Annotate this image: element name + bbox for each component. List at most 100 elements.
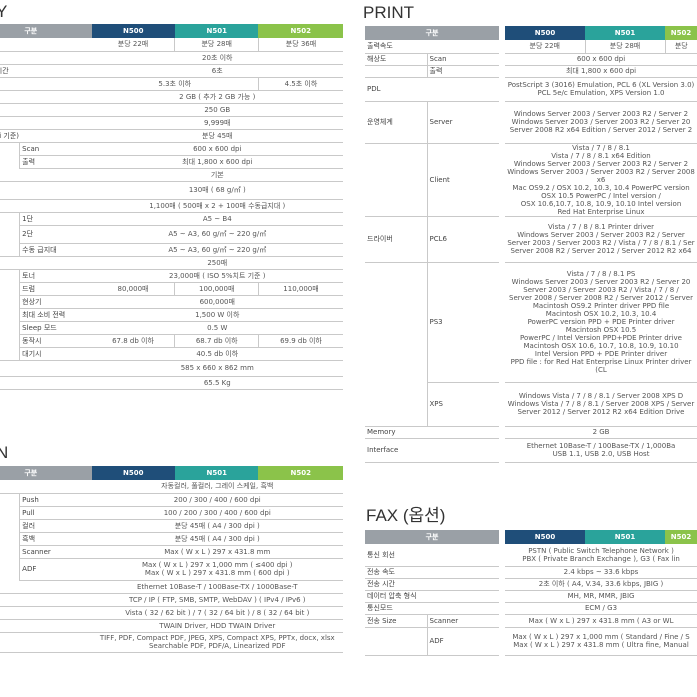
table-row: Push 200 / 300 / 400 / 600 dpi (0, 493, 343, 507)
spec-value: MH, MR, MMR, JBIG (505, 590, 697, 603)
spec-value: Vista / 7 / 8 / 8.1 PS Windows Server 20… (505, 262, 697, 383)
spec-value: ECM / G3 (505, 602, 697, 615)
row-label (365, 65, 427, 78)
header-n500: N500 (505, 26, 586, 40)
row-sublabel (19, 606, 92, 620)
table-row: x D x H) 585 x 660 x 862 mm (0, 360, 343, 377)
spec-value-n501: 68.7 db 이하 (174, 334, 259, 348)
table-row: 운영체계 Server Windows Server 2003 / Server 2… (365, 101, 697, 144)
spec-value: TCP / IP ( FTP, SMB, SMTP, WebDAV ) ( IP… (91, 593, 343, 607)
spec-value: 자동컬러, 풀컬러, 그레이 스케일, 흑백 (91, 480, 343, 494)
table-row: PDL PostScript 3 (3016) Emulation, PCL 6 … (365, 77, 697, 102)
row-sublabel (19, 619, 92, 633)
spec-value: 분당 45매 ( A4 / 300 dpi ) (91, 532, 343, 546)
header-gubun: 구분 (0, 466, 92, 480)
table-row: Pull 100 / 200 / 300 / 400 / 600 dpi (0, 506, 343, 520)
table-row: 동작시 67.8 db 이하 68.7 db 이하 69.9 db 이하 (0, 334, 343, 348)
header-gubun: 구분 (365, 26, 500, 40)
row-sublabel: 드럼 (19, 282, 92, 296)
table-row: 것 TIFF, PDF, Compact PDF, JPEG, XPS, Comp… (0, 632, 343, 653)
spec-value: 23,000매 ( ISO 5%치트 기준 ) (91, 269, 343, 283)
row-sublabel: 수동 급지대 (19, 243, 92, 257)
spec-value: A5 ~ A3, 60 g/㎡ ~ 220 g/㎡ (91, 225, 343, 244)
row-label (0, 38, 20, 52)
row-sublabel: 동작시 (19, 334, 92, 348)
row-label: 통신모드 (365, 602, 427, 615)
row-sublabel (19, 181, 92, 200)
table-row: 해상도 Scan 600 x 600 dpi (365, 53, 697, 66)
row-label (0, 493, 20, 506)
row-label: 전송 속도 (365, 566, 427, 579)
spec-value: 분당 45매 ( A4 / 300 dpi ) (91, 519, 343, 533)
table-row: Client Vista / 7 / 8 / 8.1 Vista / 7 / 8 … (365, 143, 697, 217)
row-sublabel (19, 90, 92, 104)
table-row: 전송 Size Scanner Max ( W x L ) 297 x 431.8 … (365, 614, 697, 628)
row-label: Memory (365, 426, 427, 439)
table-row: 1,100매 ( 500매 x 2 + 100매 수동급지대 ) (0, 199, 343, 213)
spec-value-n502: 분당 (664, 40, 697, 54)
scan-spec-table: 구분 N500 N501 N502 e 자동컬러, 풀컬러, 그레이 스케일, 흑… (0, 466, 343, 653)
row-label: 통신 회선 (365, 544, 427, 567)
spec-value: 65.5 Kg (91, 376, 343, 390)
row-label (0, 225, 20, 243)
header-n500: N500 (91, 24, 175, 38)
spec-value: 2.4 kbps ~ 33.6 kbps (505, 566, 697, 579)
row-sublabel (427, 77, 500, 102)
header-n500: N500 (91, 466, 175, 480)
row-sublabel (19, 632, 92, 653)
table-row: PS3 Vista / 7 / 8 / 8.1 PS Windows Server… (365, 262, 697, 383)
table-row: 250 GB (0, 103, 343, 117)
row-sublabel (19, 593, 92, 607)
row-sublabel: 최대 소비 전력 (19, 308, 92, 322)
table-row: 출력 최대 1,800 x 600 dpi (0, 155, 343, 169)
table-row: Memory 2 GB (365, 426, 697, 439)
row-sublabel (19, 103, 92, 117)
row-label: 전송 Size (365, 614, 427, 628)
row-sublabel (19, 116, 92, 130)
row-label: 출력속도 (365, 40, 427, 54)
print-spec-body: 출력속도 분당 22매 분당 28매 분당 해상도 Scan 600 x 600 dpi 출력… (365, 40, 697, 463)
spec-value: Max ( W x L ) 297 x 431.8 mm ( A3 or WL (505, 614, 697, 628)
section-title-left-bottom: N (0, 443, 9, 462)
spec-value: A5 ~ A3, 60 g/㎡ ~ 220 g/㎡ (91, 243, 343, 257)
spec-value: TIFF, PDF, Compact PDF, JPEG, XPS, Compa… (91, 632, 343, 653)
spec-value: Windows Vista / 7 / 8 / 8.1 / Server 200… (505, 382, 697, 427)
row-sublabel: Scan (426, 53, 500, 66)
table-row: 적재 130매 ( 68 g/㎡ ) (0, 181, 343, 200)
table-row: 사 속도 5.3초 이하4.5초 이하 (0, 77, 343, 91)
row-sublabel (427, 40, 500, 54)
spec-value: Ethernet 10Base-T / 100Base-TX / 1000Bas… (91, 580, 343, 594)
spec-value: 250 GB (91, 103, 343, 117)
row-label: (300 dpi 기준) (0, 129, 20, 143)
row-label (0, 308, 20, 321)
spec-value: 최대 1,800 x 600 dpi (505, 65, 697, 78)
row-label (0, 103, 20, 117)
table-row: ADF Max ( W x L ) 297 x 1,000 mm ( Standa… (365, 627, 697, 656)
table-row: 수동 급지대 A5 ~ A3, 60 g/㎡ ~ 220 g/㎡ (0, 243, 343, 257)
row-sublabel (427, 602, 500, 615)
table-row: 드라이버 PCL6 Vista / 7 / 8 / 8.1 Printer driv… (365, 216, 697, 263)
table-row: Vista ( 32 / 62 bit ) / 7 ( 32 / 64 bit … (0, 606, 343, 620)
row-sublabel (19, 256, 92, 270)
table-row: Ethernet 10Base-T / 100Base-TX / 1000Bas… (0, 580, 343, 594)
row-sublabel: 대기시 (19, 347, 92, 361)
table-row: 통신모드 ECM / G3 (365, 602, 697, 615)
table-row: 드럼 80,000매 100,000매 110,000매 (0, 282, 343, 296)
row-label (365, 627, 427, 656)
row-label (0, 619, 20, 633)
row-label (365, 262, 427, 382)
table-row: 출력속도 분당 22매 분당 28매 분당 (365, 40, 697, 54)
row-sublabel: XPS (426, 382, 500, 427)
spec-value: 20초 이하 (91, 51, 343, 65)
table-row: 드 복귀 시간 6초 (0, 64, 343, 78)
print-spec-table: 구분 N500 N501 N502 출력속도 분당 22매 분당 28매 분당 해상도 S… (365, 26, 697, 463)
row-label (0, 243, 20, 257)
table-row: 토너 23,000매 ( ISO 5%치트 기준 ) (0, 269, 343, 283)
row-label (0, 212, 20, 225)
row-label: 것 (0, 632, 20, 653)
spec-value: 2초 이하 ( A4, V.34, 33.6 kbps, JBIG ) (505, 578, 697, 591)
table-row: Scanner Max ( W x L ) 297 x 431.8 mm (0, 545, 343, 559)
row-label (0, 606, 20, 620)
spec-value-n501: 분당 28매 (174, 38, 259, 52)
table-row: 매수 9,999매 (0, 116, 343, 130)
